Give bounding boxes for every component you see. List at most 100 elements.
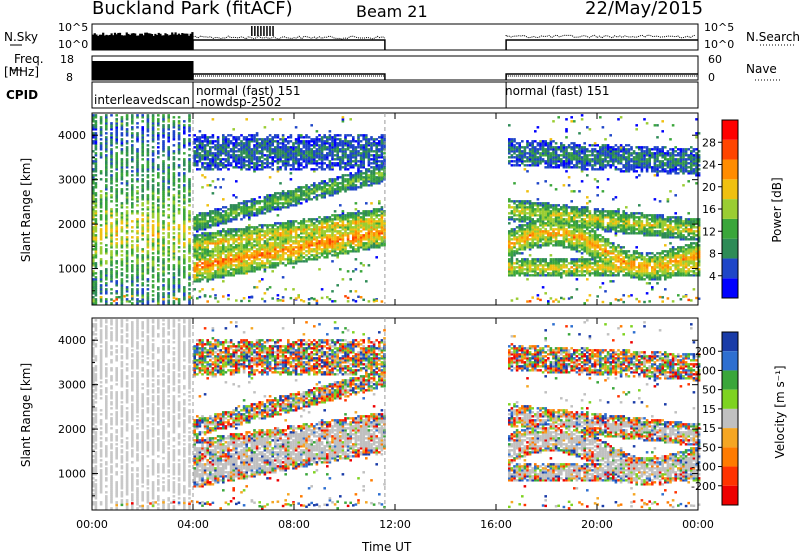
power-cell (352, 250, 355, 253)
power-cell (162, 278, 165, 281)
power-cell (115, 152, 118, 155)
power-cell (115, 290, 118, 293)
power-cell (263, 252, 267, 255)
power-cell (281, 276, 285, 279)
power-cell (258, 266, 261, 269)
power-cell (349, 150, 352, 153)
power-cell (183, 160, 186, 163)
power-cell (333, 216, 337, 219)
power-cell (125, 130, 129, 133)
power-cell (521, 152, 524, 155)
power-cell (307, 224, 311, 227)
power-cell (365, 138, 368, 141)
freq-bar (95, 61, 98, 80)
power-cell (310, 258, 313, 261)
power-cell (141, 294, 144, 297)
power-cell (297, 294, 300, 297)
power-cell (284, 230, 287, 233)
power-cell (115, 172, 118, 175)
power-cell (518, 266, 521, 269)
power-cell (331, 224, 334, 227)
power-cell (235, 136, 238, 139)
power-cell (375, 178, 378, 181)
power-cell (341, 222, 345, 225)
power-cell (131, 302, 134, 305)
power-cell (279, 228, 282, 231)
power-cell (362, 264, 365, 267)
power-cell (375, 146, 378, 149)
power-cell (237, 150, 241, 153)
power-cell (383, 160, 386, 163)
power-cell (255, 266, 259, 269)
power-cell (346, 218, 350, 221)
power-cell (240, 164, 243, 167)
power-cell (354, 172, 358, 175)
power-cell (315, 252, 319, 255)
power-cell (302, 236, 306, 239)
power-cell (167, 128, 170, 131)
power-cell (323, 220, 326, 223)
power-cell (349, 230, 352, 233)
noise-bar (145, 32, 149, 50)
power-cell (313, 154, 316, 157)
power-cell (297, 160, 300, 163)
power-cell (515, 164, 519, 167)
power-cell (198, 268, 202, 271)
power-cell (284, 156, 287, 159)
power-cell (92, 192, 95, 195)
power-cell (211, 238, 215, 241)
power-cell (183, 126, 186, 129)
power-cell (141, 166, 144, 169)
power-cell (289, 146, 293, 149)
power-cell (235, 258, 238, 261)
power-cell (294, 190, 298, 193)
power-cell (146, 188, 150, 191)
power-cell (352, 188, 355, 191)
power-cell (214, 154, 217, 157)
power-cell (172, 122, 176, 125)
power-cell (370, 212, 373, 215)
power-cell (258, 212, 261, 215)
power-cell (287, 254, 290, 257)
power-cell (305, 238, 308, 241)
power-cell (125, 238, 129, 241)
power-cell (245, 230, 248, 233)
power-cell (172, 176, 176, 179)
power-cell (250, 206, 254, 209)
power-cell (136, 226, 139, 229)
power-cell (131, 276, 134, 279)
power-cell (240, 232, 243, 235)
power-cell (331, 184, 334, 187)
power-cell (336, 246, 339, 249)
power-cell (274, 154, 277, 157)
power-cell (136, 290, 139, 293)
power-cell (162, 140, 165, 143)
power-cell (339, 220, 342, 223)
power-cell (315, 230, 319, 233)
power-cell (375, 172, 378, 175)
power-cell (528, 150, 532, 153)
noise-bar (174, 32, 177, 50)
power-cell (297, 194, 300, 197)
power-cell (357, 164, 360, 167)
noise-spike (257, 26, 259, 36)
power-cell (294, 200, 298, 203)
power-cell (367, 156, 371, 159)
power-cell (258, 242, 261, 245)
power-cell (326, 222, 329, 225)
power-cell (248, 264, 251, 267)
power-cell (222, 136, 225, 139)
power-cell (99, 284, 103, 287)
power-cell (151, 120, 155, 123)
power-cell (235, 162, 238, 165)
noise-bar (92, 34, 95, 50)
power-cell (255, 286, 259, 289)
power-cell (380, 232, 384, 235)
power-cell (281, 222, 285, 225)
power-cell (227, 294, 230, 297)
power-cell (523, 208, 527, 211)
power-cell (211, 252, 215, 255)
power-cell (258, 232, 261, 235)
power-cell (346, 186, 350, 189)
power-cell (294, 198, 298, 201)
